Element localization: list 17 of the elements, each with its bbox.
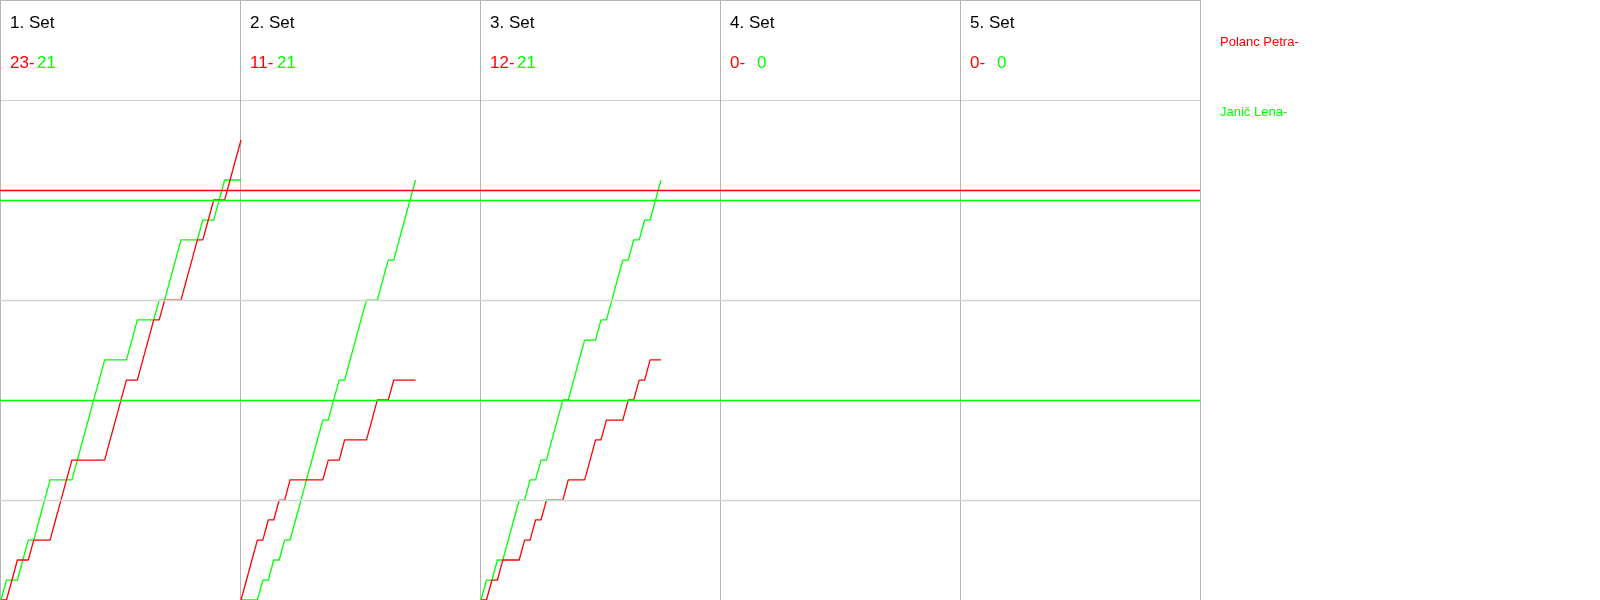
- text: Polanc Petra-: [1220, 34, 1299, 49]
- text: 4. Set: [730, 13, 775, 32]
- text: 21: [37, 53, 56, 72]
- text: 11-: [250, 53, 274, 72]
- text: 0-: [730, 53, 746, 72]
- text: 21: [277, 53, 296, 72]
- text: 0: [757, 53, 767, 72]
- text: Janič Lena-: [1220, 104, 1288, 119]
- text: 5. Set: [970, 13, 1015, 32]
- text: 0: [997, 53, 1007, 72]
- text: 23-: [10, 53, 35, 72]
- text: 1. Set: [10, 13, 55, 32]
- text: 0-: [970, 53, 986, 72]
- text: 12-: [490, 53, 515, 72]
- text: 21: [517, 53, 536, 72]
- text: 3. Set: [490, 13, 535, 32]
- text: 2. Set: [250, 13, 295, 32]
